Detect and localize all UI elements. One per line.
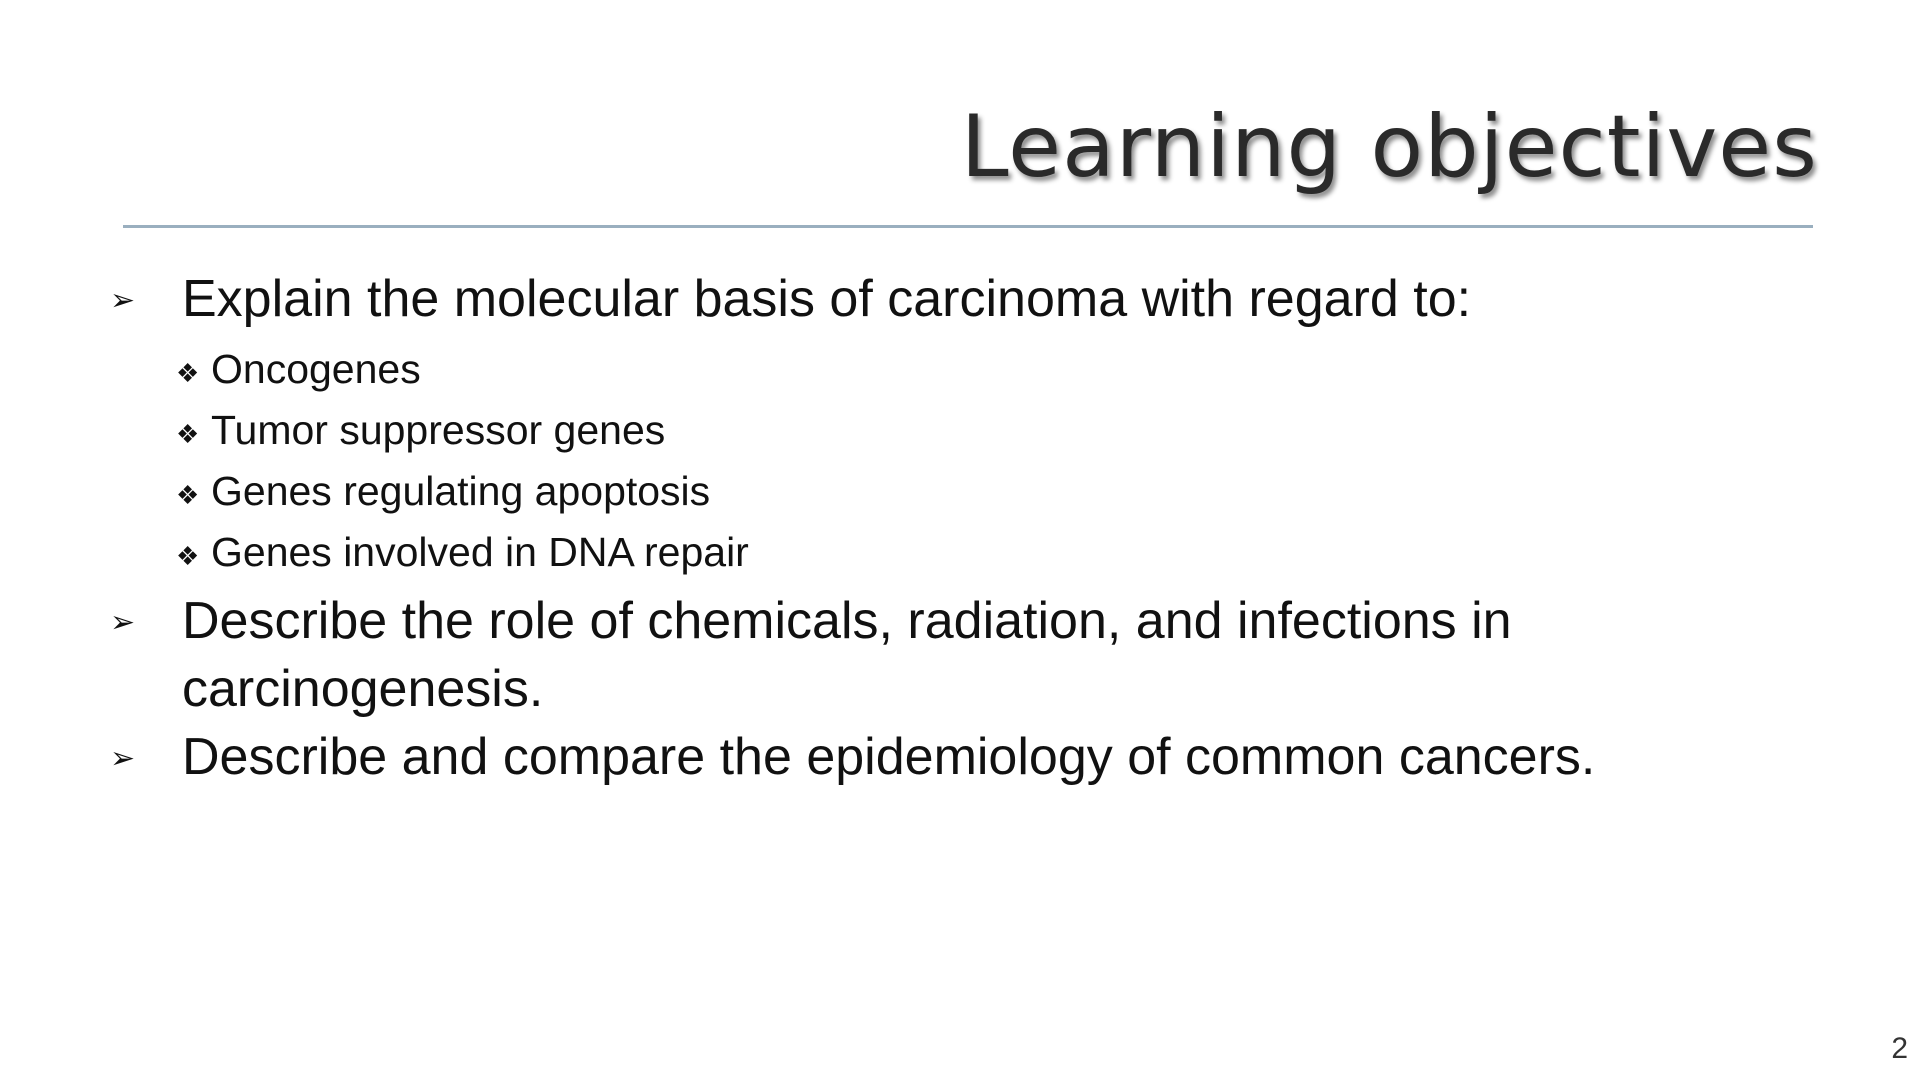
subitem: ❖ Tumor suppressor genes (100, 400, 1800, 461)
slide-title: Learning objectives (960, 97, 1818, 197)
objective-item: ➢ Describe and compare the epidemiology … (100, 723, 1800, 791)
objective-text: Describe the role of chemicals, radiatio… (182, 592, 1512, 718)
diamond-bullet-icon: ❖ (176, 480, 200, 510)
diamond-bullet-icon: ❖ (176, 419, 200, 449)
subitem-text: Oncogenes (211, 346, 421, 392)
objective-subitems: ❖ Oncogenes ❖ Tumor suppressor genes ❖ G… (100, 339, 1800, 583)
diamond-bullet-icon: ❖ (176, 541, 200, 571)
page-number: 2 (1891, 1032, 1908, 1065)
arrow-bullet-icon: ➢ (110, 742, 136, 775)
subitem: ❖ Genes regulating apoptosis (100, 461, 1800, 522)
objective-text: Explain the molecular basis of carcinoma… (182, 270, 1472, 328)
subitem-text: Genes regulating apoptosis (211, 468, 711, 514)
subitem: ❖ Genes involved in DNA repair (100, 522, 1800, 583)
arrow-bullet-icon: ➢ (110, 284, 136, 317)
subitem-text: Tumor suppressor genes (211, 407, 666, 453)
subitem: ❖ Oncogenes (100, 339, 1800, 400)
arrow-bullet-icon: ➢ (110, 606, 136, 639)
title-divider (123, 225, 1813, 228)
diamond-bullet-icon: ❖ (176, 358, 200, 388)
subitem-text: Genes involved in DNA repair (211, 529, 749, 575)
objective-text: Describe and compare the epidemiology of… (182, 728, 1596, 786)
objective-item: ➢ Explain the molecular basis of carcino… (100, 265, 1800, 333)
objective-item: ➢ Describe the role of chemicals, radiat… (100, 587, 1800, 723)
objectives-list: ➢ Explain the molecular basis of carcino… (100, 265, 1800, 791)
